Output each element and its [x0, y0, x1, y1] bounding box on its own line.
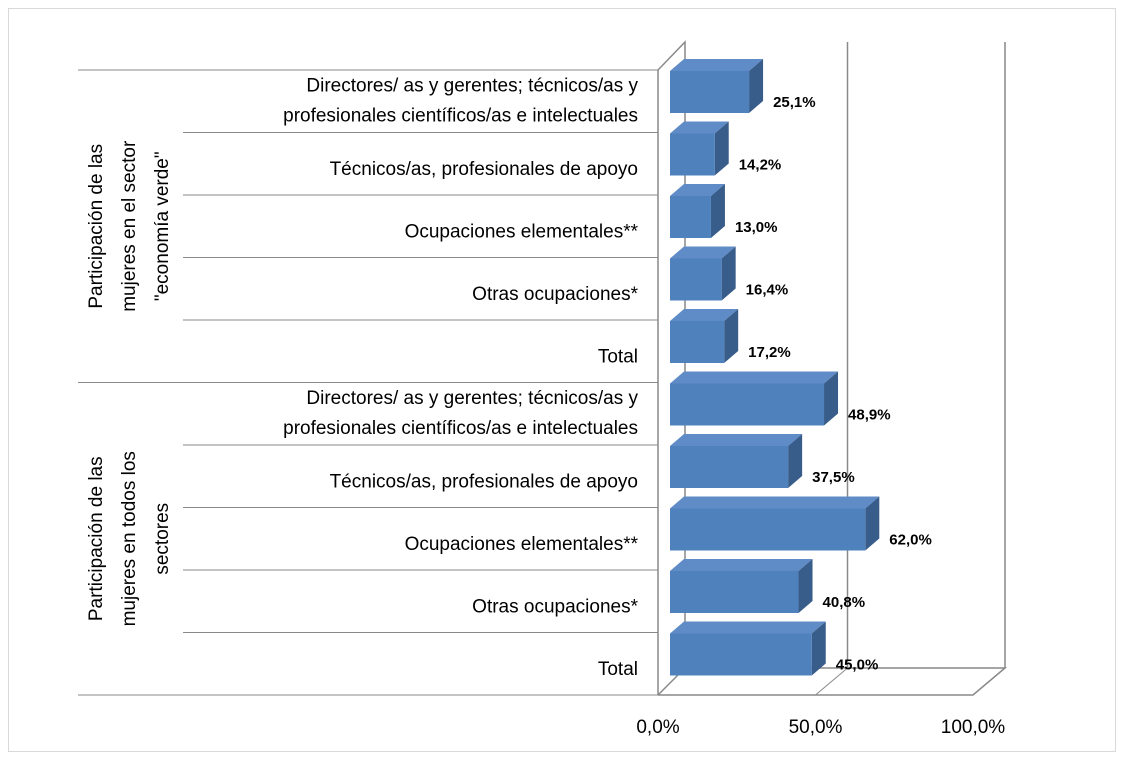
- category-label: Total: [598, 346, 638, 367]
- bar-front: [670, 133, 715, 176]
- bar-side: [749, 59, 764, 113]
- value-label: 25,1%: [773, 94, 816, 111]
- bar-front: [670, 196, 711, 238]
- tick-mark: [972, 667, 1006, 696]
- bar-top: [670, 246, 736, 259]
- bar-top: [670, 559, 813, 571]
- category-label: profesionales científicos/as e intelectu…: [283, 105, 638, 126]
- value-label: 48,9%: [848, 406, 891, 423]
- bar-side: [865, 496, 880, 551]
- bar-side: [788, 434, 803, 488]
- tick-mark: [815, 667, 848, 696]
- bar-front: [670, 258, 722, 301]
- bar: [670, 121, 729, 176]
- category-label: Ocupaciones elementales**: [405, 534, 639, 555]
- value-label: 17,2%: [748, 344, 791, 361]
- bar: [670, 621, 826, 676]
- category-label: profesionales científicos/as e intelectu…: [283, 418, 638, 439]
- bar-top: [670, 371, 839, 384]
- bar-side: [721, 246, 736, 301]
- bar-top: [670, 621, 826, 634]
- bar: [670, 59, 764, 113]
- bar-front: [670, 446, 789, 488]
- bar-side: [714, 121, 729, 176]
- bar-top: [670, 184, 725, 196]
- x-tick-label: 50,0%: [789, 717, 843, 738]
- bar-side: [724, 309, 739, 363]
- bar-top: [670, 59, 764, 71]
- value-label: 62,0%: [889, 531, 932, 548]
- category-label: Técnicos/as, profesionales de apoyo: [330, 159, 638, 180]
- group-label: mujeres en el sector: [119, 140, 140, 312]
- x-tick-label: 0,0%: [636, 717, 679, 738]
- bar-side: [710, 184, 725, 238]
- bar-top: [670, 121, 729, 134]
- category-label: Otras ocupaciones*: [472, 284, 638, 305]
- category-label: Directores/ as y gerentes; técnicos/as y: [306, 75, 638, 96]
- bar-side: [824, 371, 839, 426]
- value-label: 13,0%: [735, 219, 778, 236]
- bar-top: [670, 309, 739, 321]
- bar-top: [670, 434, 803, 446]
- bar-front: [670, 321, 725, 363]
- bar-front: [670, 383, 825, 426]
- bar: [670, 559, 813, 613]
- value-label: 40,8%: [823, 594, 866, 611]
- bar-front: [670, 71, 750, 113]
- bar-front: [670, 571, 799, 613]
- bar-front: [670, 508, 866, 551]
- bar-front: [670, 633, 812, 676]
- group-label: sectores: [152, 503, 173, 575]
- x-tick-label: 100,0%: [941, 717, 1006, 738]
- category-label: Directores/ as y gerentes; técnicos/as y: [306, 388, 638, 409]
- group-label: Participación de las: [86, 456, 107, 621]
- bar: [670, 371, 839, 426]
- group-label: "economía verde": [152, 151, 173, 301]
- bar: [670, 496, 880, 551]
- value-label: 16,4%: [746, 281, 789, 298]
- category-label: Técnicos/as, profesionales de apoyo: [330, 471, 638, 492]
- bar: [670, 309, 739, 363]
- bar-side: [811, 621, 826, 676]
- value-label: 14,2%: [739, 156, 782, 173]
- bar: [670, 434, 803, 488]
- value-label: 45,0%: [836, 656, 879, 673]
- category-label: Otras ocupaciones*: [472, 596, 638, 617]
- bar: [670, 184, 725, 238]
- group-label: mujeres en todos los: [119, 451, 140, 626]
- category-label: Ocupaciones elementales**: [405, 221, 639, 242]
- bar-side: [798, 559, 813, 613]
- bar: [670, 246, 736, 301]
- category-label: Total: [598, 659, 638, 680]
- value-label: 37,5%: [812, 469, 855, 486]
- group-label: Participación de las: [86, 144, 107, 309]
- bar-top: [670, 496, 880, 509]
- side-wall: [657, 40, 686, 696]
